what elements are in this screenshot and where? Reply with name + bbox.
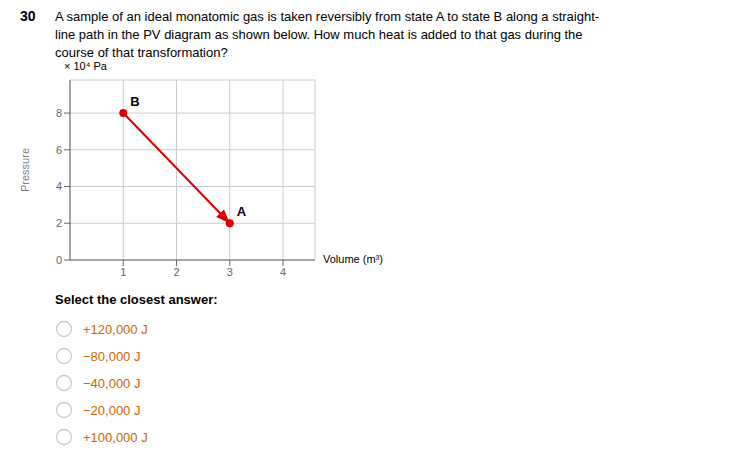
svg-text:8: 8 [56,107,62,119]
svg-text:B: B [130,94,139,109]
html-text:line path in the PV diagram as: line path in the PV diagram as shown bel… [55,27,583,42]
svg-text:6: 6 [56,144,62,156]
svg-text:2: 2 [56,217,62,229]
html-text:A sample of an ideal monatomic: A sample of an ideal monatomic gas is ta… [55,9,600,24]
html-text:−40,000 J: −40,000 J [83,375,141,391]
html-text:+120,000 J: +120,000 J [83,321,148,337]
html-text:30: 30 [20,8,36,24]
svg-text:A: A [237,204,247,219]
svg-text:3: 3 [227,266,233,278]
html-text:−80,000 J: −80,000 J [83,348,141,364]
html-text:−20,000 J: −20,000 J [83,402,141,418]
html-text:course of that transformation?: course of that transformation? [55,45,228,60]
svg-text:4: 4 [56,180,62,192]
svg-text:Pressure: Pressure [20,148,31,192]
html-text:× 10⁴ Pa: × 10⁴ Pa [64,60,107,72]
svg-text:2: 2 [173,266,179,278]
html-text:+100,000 J: +100,000 J [83,429,148,445]
svg-text:Volume (m³): Volume (m³) [323,253,383,265]
svg-text:1: 1 [120,266,126,278]
svg-text:0: 0 [56,254,62,266]
html-text:Select the closest answer:: Select the closest answer: [55,292,218,307]
svg-text:4: 4 [280,266,286,278]
